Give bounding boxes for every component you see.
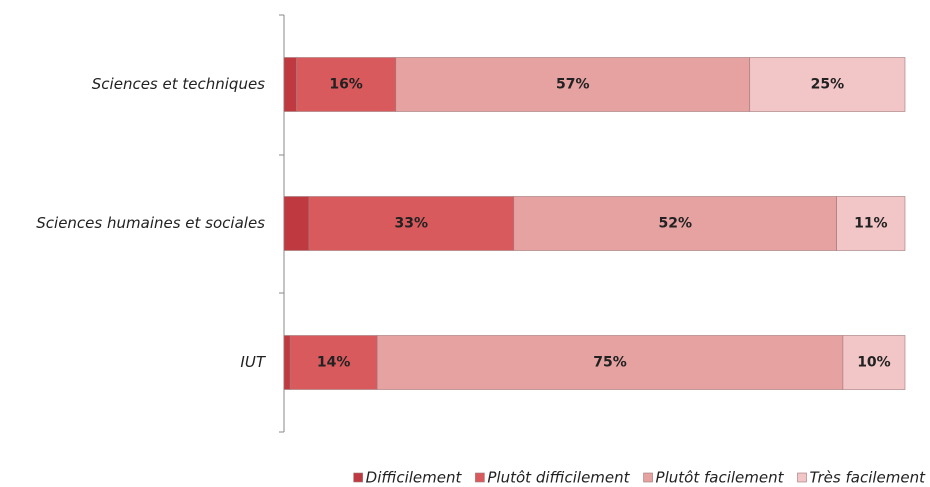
- legend-label: Difficilement: [366, 469, 463, 487]
- bar-segment: [283, 335, 291, 390]
- data-label: 25%: [811, 77, 845, 93]
- bar-segment: [283, 196, 310, 251]
- category-label: IUT: [240, 353, 266, 371]
- legend-label: Plutôt facilement: [656, 469, 785, 487]
- data-label: 33%: [395, 216, 429, 232]
- bar-segment: [749, 57, 906, 112]
- legend-label: Très facilement: [810, 469, 927, 487]
- data-label: 16%: [329, 77, 363, 93]
- data-label: 10%: [857, 355, 891, 371]
- data-label: 52%: [658, 216, 692, 232]
- legend-swatch: [353, 472, 363, 483]
- bar-segment: [308, 196, 515, 251]
- data-label: 75%: [593, 355, 627, 371]
- bar-segment: [395, 57, 751, 112]
- data-label: 11%: [854, 216, 888, 232]
- bar-segment: [513, 196, 837, 251]
- legend-swatch: [475, 472, 485, 483]
- category-label: Sciences humaines et sociales: [36, 214, 265, 232]
- legend-label: Plutôt difficilement: [487, 469, 630, 487]
- data-label: 14%: [317, 355, 351, 371]
- legend-swatch: [643, 472, 653, 483]
- category-label: Sciences et techniques: [92, 75, 265, 93]
- legend-swatch: [797, 472, 807, 483]
- bar-segment: [283, 57, 297, 112]
- data-label: 57%: [556, 77, 590, 93]
- bar-segment: [842, 335, 906, 390]
- bar-segment: [289, 335, 378, 390]
- bar-segment: [296, 57, 397, 112]
- bar-segment: [836, 196, 906, 251]
